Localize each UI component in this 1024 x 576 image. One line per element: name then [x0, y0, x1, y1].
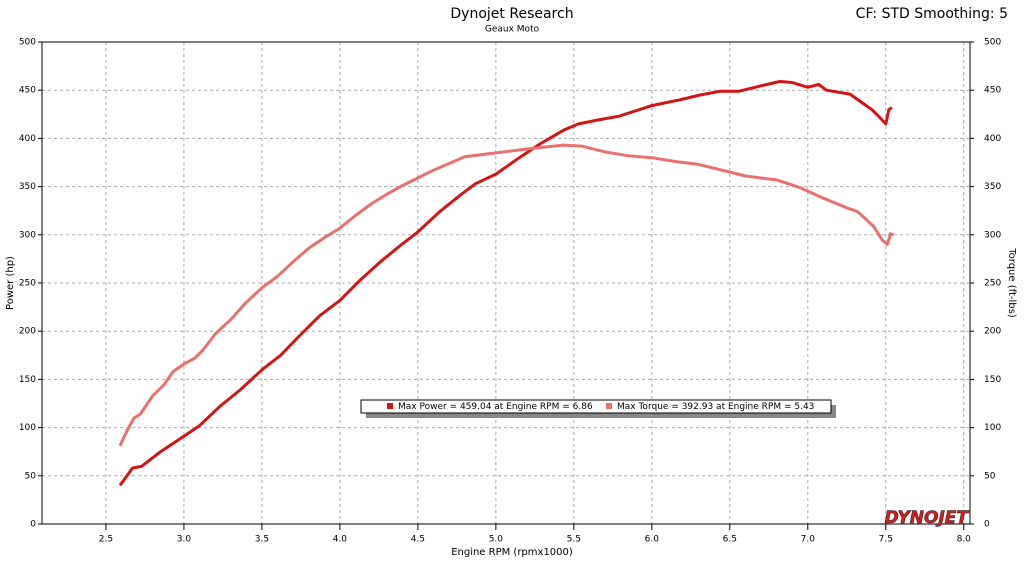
x-tick-label: 6.0	[645, 535, 660, 545]
y2-axis-label: Torque (ft-lbs)	[1006, 247, 1017, 318]
x-tick-label: 3.5	[255, 535, 269, 545]
y2-tick-label: 150	[984, 375, 1001, 385]
y2-tick-label: 50	[984, 471, 996, 481]
y2-tick-label: 250	[984, 279, 1001, 289]
y-tick-label: 500	[19, 38, 36, 48]
y2-tick-label: 350	[984, 182, 1001, 192]
y-tick-label: 200	[19, 327, 36, 337]
y-axis-label: Power (hp)	[5, 256, 16, 310]
x-tick-label: 2.5	[99, 535, 113, 545]
plot-layer: 0 50 100 150 200 250 300 350 400 450 500 0 50 100 150 2…	[19, 38, 1002, 545]
legend-swatch	[387, 403, 393, 409]
legend: Max Power = 459.04 at Engine RPM = 6.86 …	[360, 399, 836, 418]
x-axis-label: Engine RPM (rpmx1000)	[451, 547, 573, 558]
y-tick-label: 350	[19, 182, 36, 192]
y-tick-label: 250	[19, 279, 36, 289]
x-tick-label: 8.0	[957, 535, 972, 545]
y2-tick-label: 300	[984, 230, 1001, 240]
y2-tick-label: 200	[984, 327, 1001, 337]
y-tick-label: 450	[19, 86, 36, 96]
y-tick-label: 150	[19, 375, 36, 385]
x-tick-label: 5.5	[567, 535, 581, 545]
y2-tick-label: 500	[984, 38, 1001, 48]
x-tick-label: 4.5	[411, 535, 425, 545]
x-tick-label: 5.0	[489, 535, 504, 545]
x-tick-label: 7.0	[801, 535, 816, 545]
logo: DYNOJET	[885, 508, 970, 528]
plot-frame	[41, 41, 971, 525]
series-line	[118, 80, 893, 487]
y-tick-label: 100	[19, 423, 36, 433]
x-tick-label: 7.5	[879, 535, 893, 545]
legend-label: Max Torque = 392.93 at Engine RPM = 5.43	[617, 402, 814, 412]
x-tick-label: 3.0	[177, 535, 192, 545]
x-tick-label: 6.5	[723, 535, 737, 545]
y2-tick-label: 0	[984, 520, 990, 530]
legend-box	[360, 399, 832, 414]
legend-swatch	[606, 403, 612, 409]
y-tick-label: 300	[19, 230, 36, 240]
settings-label: CF: STD Smoothing: 5	[856, 6, 1008, 22]
y-tick-label: 0	[30, 520, 36, 530]
y2-tick-label: 100	[984, 423, 1001, 433]
chart-title: Dynojet Research	[450, 6, 573, 22]
series-line	[118, 143, 895, 447]
y-tick-label: 400	[19, 134, 36, 144]
y2-tick-label: 400	[984, 134, 1001, 144]
y-tick-label: 50	[25, 471, 37, 481]
x-tick-label: 4.0	[333, 535, 348, 545]
y2-tick-label: 450	[984, 86, 1001, 96]
legend-label: Max Power = 459.04 at Engine RPM = 6.86	[398, 402, 593, 412]
chart-subtitle: Geaux Moto	[485, 25, 540, 35]
